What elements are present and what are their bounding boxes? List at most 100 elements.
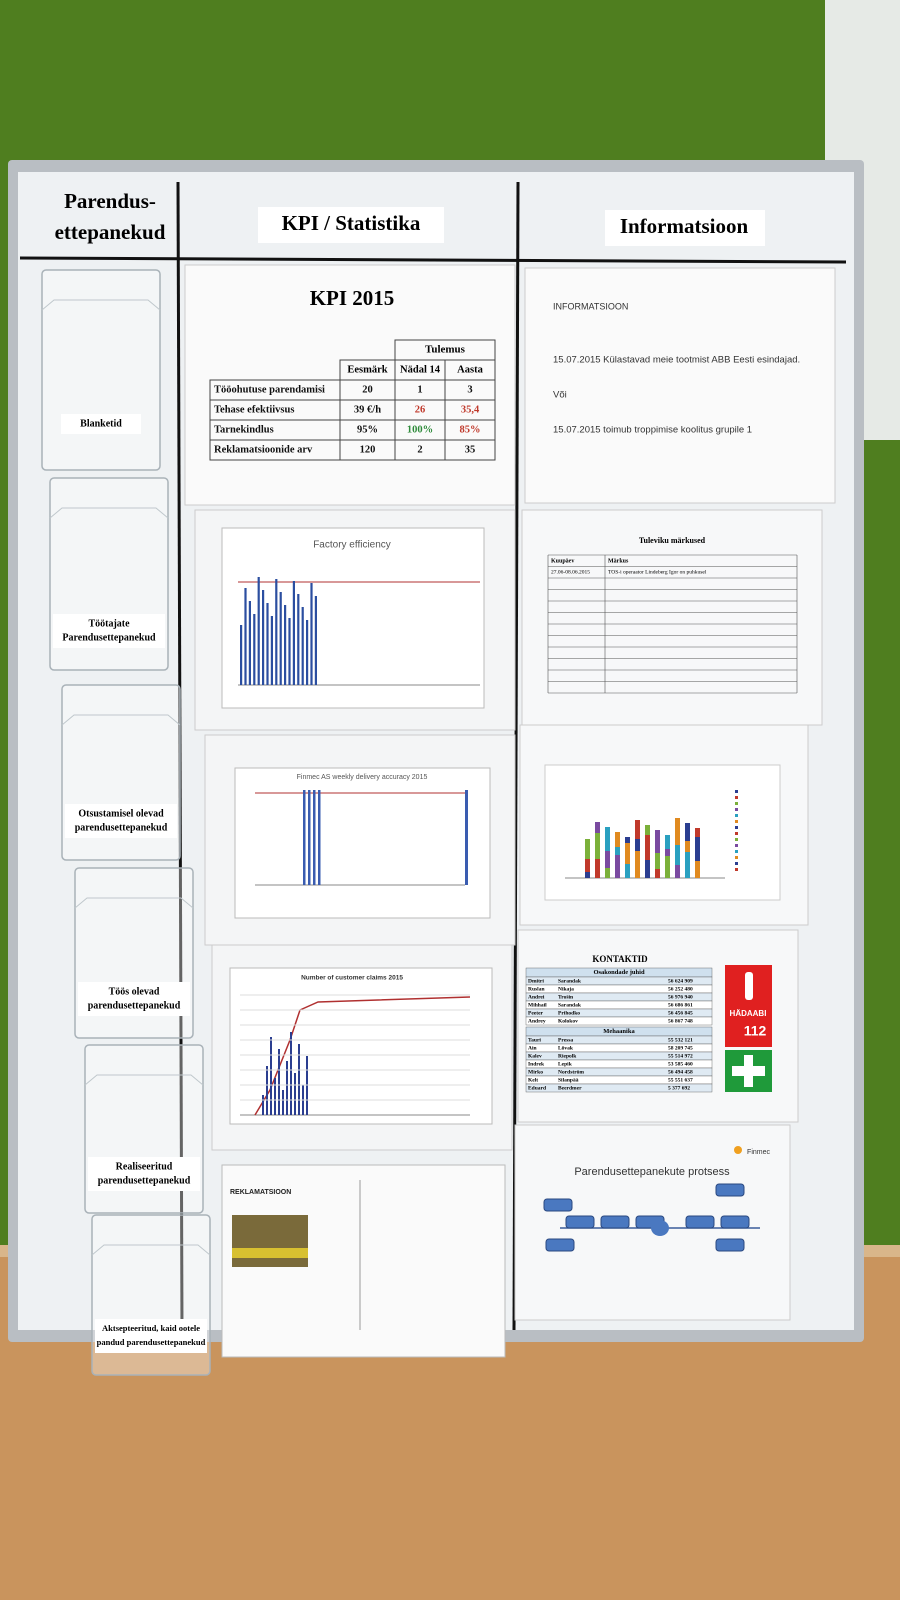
chart-bar (675, 865, 680, 878)
chart-bar (615, 855, 620, 878)
table-text: 35,4 (461, 404, 480, 415)
chart-bar (253, 614, 256, 685)
chart-bar (625, 843, 630, 864)
table-row (525, 1083, 713, 1093)
info-line: 15.07.2015 Külastavad meie tootmist ABB … (553, 355, 800, 366)
chart-bar (313, 790, 316, 885)
chart-bar (244, 588, 247, 685)
notes-sheet (521, 509, 823, 726)
chart-bar (625, 864, 630, 878)
chart-bar (605, 827, 610, 851)
chart-bar (240, 625, 243, 685)
chart-bar (294, 1073, 296, 1115)
section-title: Mehaanika (603, 1028, 635, 1035)
table-text: Beerdmer (558, 1085, 582, 1091)
table-text: 2 (417, 444, 422, 455)
legend-swatch (735, 814, 738, 817)
table-text: Sarandak (558, 1002, 582, 1008)
table-text: Andrei (528, 994, 545, 1000)
chart-bar (665, 849, 670, 856)
table-text: 55 532 121 (668, 1037, 693, 1043)
pocket-label: parendusettepanekud (75, 822, 168, 833)
column-header: Kuupäev (551, 558, 574, 564)
chart-bar (306, 620, 309, 685)
notes-title: Tuleviku märkused (639, 536, 706, 545)
legend-swatch (735, 790, 738, 793)
table-text: Peeter (528, 1010, 544, 1016)
column-header: Märkus (608, 558, 629, 564)
info-heading: INFORMATSIOON (553, 301, 628, 311)
table-text: Kalev (528, 1053, 542, 1059)
chart-bar (275, 579, 278, 685)
pocket-label: parendusettepanekud (98, 1175, 191, 1186)
table-text: Lepik (558, 1061, 573, 1067)
label-card (95, 1319, 207, 1353)
table-text: Sarandak (558, 978, 582, 984)
chart-bar (279, 592, 282, 685)
table-text: Kelt (528, 1077, 538, 1083)
pocket-label: parendusettepanekud (88, 1000, 181, 1011)
chart-bar (298, 1044, 300, 1115)
chart-frame (544, 764, 781, 901)
cross (732, 1066, 765, 1076)
pocket-label: Parendusettepanekud (62, 632, 156, 643)
legend-swatch (735, 820, 738, 823)
flow-node (720, 1215, 750, 1229)
table-text: Dmitri (528, 978, 544, 984)
chart-bar (310, 583, 313, 685)
table-text: 20 (362, 384, 373, 395)
table-text: 5 377 692 (668, 1085, 690, 1091)
table-text: Nikaja (558, 986, 574, 992)
chart-bar (248, 601, 251, 685)
chart-bar (297, 594, 300, 685)
table-text: 35 (465, 444, 476, 455)
kpi-sheet (184, 264, 516, 506)
pocket-label: Blanketid (80, 418, 122, 429)
table-text: 56 494 458 (668, 1069, 693, 1075)
legend-swatch (735, 838, 738, 841)
table-text: 56 867 748 (668, 1018, 693, 1024)
flow-node (715, 1183, 745, 1197)
chart-bar (645, 825, 650, 835)
table-text: Mihhail (528, 1002, 547, 1008)
table-text: 1 (417, 384, 422, 395)
info-line: Või (553, 390, 567, 401)
legend-swatch (735, 862, 738, 865)
legend-swatch (735, 844, 738, 847)
chart-bar (314, 596, 317, 685)
contacts-title: KONTAKTID (592, 954, 648, 964)
table-text: Riepolk (558, 1053, 577, 1059)
chart-bar (465, 790, 468, 885)
chart-frame (234, 767, 491, 919)
kpi-title: KPI 2015 (310, 286, 395, 310)
table-text: Silanpää (558, 1077, 579, 1083)
chart-bar (595, 859, 600, 878)
chart-frame (229, 967, 493, 1125)
chart-bar (595, 833, 600, 859)
legend-swatch (735, 850, 738, 853)
label-card (53, 614, 165, 648)
flow-node (651, 1220, 669, 1236)
chart-bar (318, 790, 321, 885)
table-text: 55 551 637 (668, 1077, 693, 1083)
emergency-label: HÄDAABI (730, 1009, 767, 1018)
flowchart (543, 1183, 760, 1252)
table-text: Kolokov (558, 1018, 578, 1024)
chart-bar (585, 872, 590, 878)
chart-bar (685, 823, 690, 841)
chart-bar (303, 790, 306, 885)
label-card (605, 210, 765, 246)
chart-bar (695, 837, 700, 861)
legend-swatch (735, 868, 738, 871)
photo-thumb (232, 1248, 308, 1258)
chart-bar (655, 830, 660, 853)
chart-bar (615, 847, 620, 855)
chart-bar (301, 607, 304, 685)
table-text: Tööohutuse parendamisi (214, 384, 325, 395)
table-text: 100% (407, 424, 433, 435)
legend-swatch (735, 808, 738, 811)
table-text: Trošin (558, 994, 573, 1000)
chart-bar (665, 856, 670, 878)
legend-swatch (735, 796, 738, 799)
